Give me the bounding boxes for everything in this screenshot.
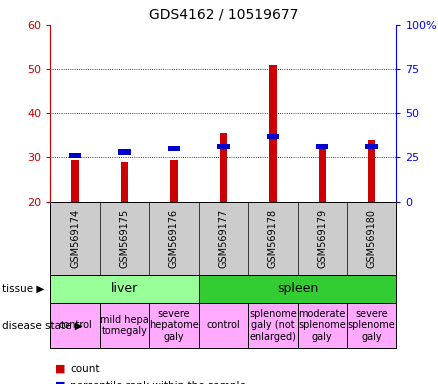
Bar: [248, 303, 297, 348]
Bar: [269, 65, 276, 202]
Bar: [170, 160, 178, 202]
Bar: [318, 144, 326, 202]
Text: percentile rank within the sample: percentile rank within the sample: [70, 381, 246, 384]
Bar: [149, 303, 199, 348]
Bar: [50, 275, 199, 303]
Bar: [199, 275, 396, 303]
Text: moderate
splenome
galy: moderate splenome galy: [298, 309, 346, 342]
Bar: [100, 303, 149, 348]
Text: tissue ▶: tissue ▶: [2, 284, 45, 294]
Bar: [50, 303, 100, 348]
Text: GSM569179: GSM569179: [317, 209, 327, 268]
Bar: [217, 144, 230, 149]
Text: GSM569177: GSM569177: [219, 209, 228, 268]
Text: splenome
galy (not
enlarged): splenome galy (not enlarged): [249, 309, 297, 342]
Bar: [199, 303, 248, 348]
Text: ■: ■: [55, 364, 65, 374]
Text: liver: liver: [111, 283, 138, 295]
Bar: [267, 134, 279, 139]
Bar: [316, 144, 328, 149]
Text: count: count: [70, 364, 99, 374]
Text: disease state ▶: disease state ▶: [2, 320, 83, 331]
Text: severe
hepatome
galy: severe hepatome galy: [149, 309, 199, 342]
Bar: [168, 146, 180, 151]
Text: GSM569178: GSM569178: [268, 209, 278, 268]
Text: ■: ■: [55, 381, 65, 384]
Bar: [69, 153, 81, 158]
Bar: [365, 144, 378, 149]
Text: GSM569180: GSM569180: [367, 209, 377, 268]
Bar: [297, 303, 347, 348]
Text: GSM569176: GSM569176: [169, 209, 179, 268]
Bar: [368, 140, 375, 202]
Text: GSM569174: GSM569174: [70, 209, 80, 268]
Text: control: control: [58, 320, 92, 331]
Title: GDS4162 / 10519677: GDS4162 / 10519677: [148, 7, 298, 21]
Bar: [220, 133, 227, 202]
Bar: [118, 149, 131, 155]
Bar: [347, 303, 396, 348]
Text: GSM569175: GSM569175: [120, 209, 130, 268]
Text: mild hepa
tomegaly: mild hepa tomegaly: [100, 314, 149, 336]
Bar: [121, 162, 128, 202]
Bar: [71, 160, 79, 202]
Text: control: control: [206, 320, 240, 331]
Text: spleen: spleen: [277, 283, 318, 295]
Text: severe
splenome
galy: severe splenome galy: [348, 309, 396, 342]
